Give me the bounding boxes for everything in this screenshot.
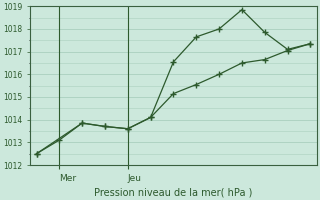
X-axis label: Pression niveau de la mer( hPa ): Pression niveau de la mer( hPa ) bbox=[94, 187, 252, 197]
